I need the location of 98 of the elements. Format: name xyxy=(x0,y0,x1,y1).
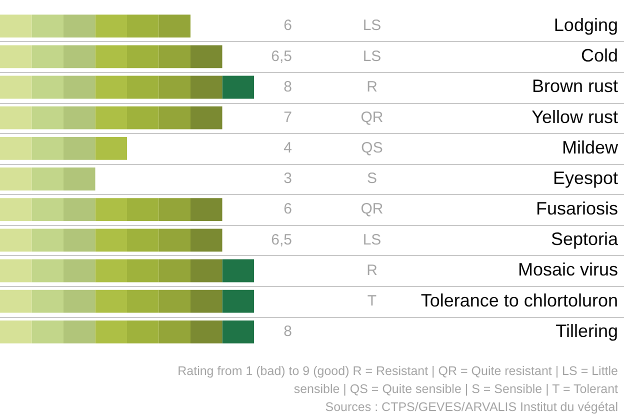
bar xyxy=(127,14,159,38)
bar xyxy=(190,290,222,313)
text: 7 QR xyxy=(284,108,384,126)
bar xyxy=(95,14,127,38)
bar xyxy=(32,106,64,130)
bar xyxy=(64,45,96,68)
bar xyxy=(0,136,32,160)
bar xyxy=(95,76,127,99)
y-tick-label: Tolerance to chlortoluron xyxy=(420,290,618,310)
bar xyxy=(127,290,159,313)
bar xyxy=(0,198,32,222)
y-tick-label: Mosaic virus xyxy=(518,260,618,280)
bar xyxy=(0,228,32,252)
y-tick-label: Yellow rust xyxy=(532,106,618,127)
bar xyxy=(64,320,96,344)
bar xyxy=(64,290,96,313)
bar xyxy=(127,198,159,222)
text: 6,5 LS xyxy=(271,231,382,248)
bar xyxy=(32,136,64,160)
bar xyxy=(95,320,127,344)
bar xyxy=(64,76,96,99)
bar xyxy=(0,76,32,99)
bar xyxy=(32,14,64,38)
bar xyxy=(64,168,96,190)
source-note: Sources : CTPS/GEVES/ARVALIS Institut du végétal xyxy=(324,399,618,416)
bar xyxy=(95,259,127,282)
bar xyxy=(190,76,222,99)
bar xyxy=(127,320,159,344)
y-tick-label: Cold xyxy=(580,46,618,66)
bar xyxy=(190,45,222,68)
bar xyxy=(32,320,64,344)
bar xyxy=(222,259,254,282)
y-tick-label: Lodging xyxy=(554,15,618,36)
bar xyxy=(190,106,222,130)
bar xyxy=(64,106,96,130)
text: R xyxy=(366,78,378,96)
bar xyxy=(222,76,254,99)
bar xyxy=(32,290,64,313)
bar xyxy=(190,198,222,222)
text: 6 QR xyxy=(284,200,384,218)
bar xyxy=(32,76,64,99)
bar xyxy=(127,259,159,282)
bar xyxy=(64,136,96,160)
bar xyxy=(0,106,32,130)
bar xyxy=(158,320,190,344)
bar xyxy=(0,259,32,282)
bar xyxy=(158,106,190,130)
text: 8 xyxy=(284,323,292,340)
bar xyxy=(32,45,64,68)
bar xyxy=(0,45,32,68)
bar xyxy=(158,228,190,252)
bar xyxy=(95,228,127,252)
bar xyxy=(0,14,32,38)
text: T xyxy=(367,292,377,310)
bar xyxy=(0,168,32,190)
y-tick-label: Mildew xyxy=(562,137,619,158)
bar xyxy=(32,259,64,282)
bar xyxy=(95,136,127,160)
text: R xyxy=(366,262,378,279)
text: 8 xyxy=(284,78,292,96)
bar xyxy=(0,290,32,313)
text: Rating from 1 (bad) to 9 (good) R = Resistant | QR = Quite resistant | LS = Little sensible | QS = Quite sensible | S = Sensible | T = Tolerant xyxy=(176,363,618,398)
bar xyxy=(190,228,222,252)
bar xyxy=(32,228,64,252)
y-tick-label: Tillering xyxy=(556,320,618,341)
text: 3 S xyxy=(284,170,378,188)
bar xyxy=(127,228,159,252)
bar xyxy=(64,14,96,38)
y-tick-label: Eyespot xyxy=(552,168,618,188)
text: 4 QS xyxy=(284,140,383,157)
bar xyxy=(32,198,64,222)
bar xyxy=(158,259,190,282)
text: 6 LS xyxy=(284,17,382,34)
bar xyxy=(64,259,96,282)
bar xyxy=(64,198,96,222)
bar xyxy=(222,290,254,313)
bar xyxy=(64,228,96,252)
bar xyxy=(190,259,222,282)
bar xyxy=(32,168,64,190)
bar xyxy=(158,45,190,68)
bar xyxy=(158,76,190,99)
bar xyxy=(127,106,159,130)
y-tick-label: Fusariosis xyxy=(536,198,618,219)
bar xyxy=(127,76,159,99)
bar xyxy=(95,198,127,222)
bar xyxy=(95,106,127,130)
y-tick-label: Brown rust xyxy=(532,76,618,96)
bar xyxy=(95,45,127,68)
bar xyxy=(0,320,32,344)
bar xyxy=(95,290,127,313)
bar xyxy=(158,290,190,313)
bar xyxy=(222,320,254,344)
bar xyxy=(158,14,190,38)
bar xyxy=(190,320,222,344)
bar xyxy=(158,198,190,222)
y-tick-label: Septoria xyxy=(550,229,619,250)
text: 6,5 LS xyxy=(271,48,382,65)
bar xyxy=(127,45,159,68)
